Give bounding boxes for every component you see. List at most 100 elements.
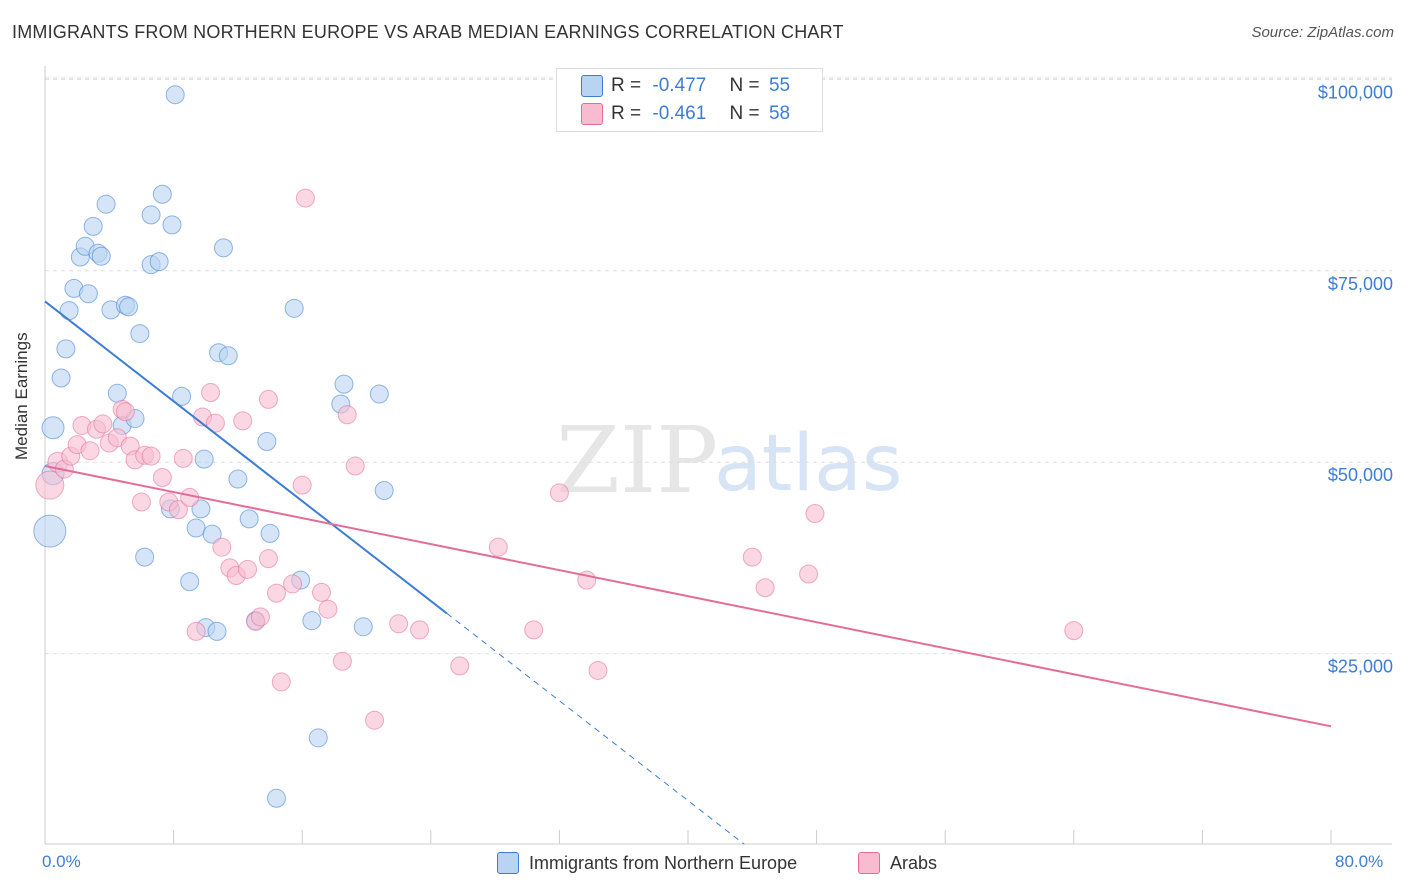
watermark-atlas: atlas bbox=[714, 419, 903, 509]
point-arab bbox=[549, 483, 569, 503]
point-northern-europe bbox=[107, 383, 127, 403]
point-arab bbox=[318, 599, 338, 619]
point-arab bbox=[168, 500, 188, 520]
chart-title: IMMIGRANTS FROM NORTHERN EUROPE VS ARAB … bbox=[12, 22, 844, 42]
point-arab bbox=[488, 537, 508, 557]
point-arab bbox=[365, 710, 385, 730]
point-arab bbox=[186, 621, 206, 641]
point-northern-europe bbox=[202, 524, 222, 544]
point-northern-europe bbox=[119, 297, 139, 317]
point-northern-europe bbox=[308, 728, 328, 748]
point-northern-europe bbox=[374, 481, 394, 501]
point-arab bbox=[1064, 621, 1084, 641]
point-arab bbox=[238, 559, 258, 579]
point-northern-europe bbox=[33, 514, 67, 548]
point-northern-europe bbox=[353, 617, 373, 637]
trendline-northern-europe bbox=[44, 300, 448, 615]
point-northern-europe bbox=[59, 301, 79, 321]
point-arab bbox=[80, 441, 100, 461]
point-arab bbox=[337, 405, 357, 425]
legend-n-value-series1: 55 bbox=[768, 75, 791, 96]
point-arab bbox=[292, 475, 312, 495]
legend-label-northern-europe: Immigrants from Northern Europe bbox=[529, 852, 798, 873]
trendline-northern-europe-extension bbox=[446, 613, 745, 845]
legend-label-arabs: Arabs bbox=[890, 852, 938, 873]
point-arab bbox=[345, 456, 365, 476]
legend-r-value-series2: -0.461 bbox=[652, 103, 707, 124]
x-tick-label-max: 80.0% bbox=[1335, 852, 1384, 871]
point-arab bbox=[152, 468, 172, 488]
legend-swatch-blue bbox=[497, 852, 519, 874]
point-arab bbox=[35, 470, 65, 500]
point-northern-europe bbox=[228, 469, 248, 489]
point-northern-europe bbox=[180, 572, 200, 592]
y-tick-label: $100,000 bbox=[1318, 82, 1393, 102]
legend-r-label: R = bbox=[611, 103, 642, 124]
y-tick-label: $25,000 bbox=[1328, 657, 1393, 677]
source-credit: Source: ZipAtlas.com bbox=[1251, 24, 1394, 41]
point-arab bbox=[205, 413, 225, 433]
point-arab bbox=[311, 582, 331, 602]
point-arab bbox=[131, 492, 151, 512]
point-arab bbox=[799, 564, 819, 584]
point-arab bbox=[266, 583, 286, 603]
point-northern-europe bbox=[78, 284, 98, 304]
point-northern-europe bbox=[172, 386, 192, 406]
x-tick-label-min: 0.0% bbox=[42, 852, 81, 871]
point-northern-europe bbox=[135, 547, 155, 567]
y-tick-label: $75,000 bbox=[1328, 274, 1393, 294]
point-northern-europe bbox=[149, 252, 169, 272]
point-northern-europe bbox=[96, 194, 116, 214]
point-northern-europe bbox=[334, 374, 354, 394]
point-arab bbox=[233, 411, 253, 431]
point-arab bbox=[173, 448, 193, 468]
point-arab bbox=[258, 549, 278, 569]
point-arab bbox=[389, 614, 409, 634]
point-northern-europe bbox=[41, 416, 65, 440]
point-arab bbox=[93, 414, 113, 434]
point-northern-europe bbox=[302, 611, 322, 631]
point-northern-europe bbox=[51, 368, 71, 388]
point-northern-europe bbox=[141, 205, 161, 225]
point-northern-europe bbox=[207, 621, 227, 641]
point-northern-europe bbox=[130, 324, 150, 344]
point-arab bbox=[201, 383, 221, 403]
point-northern-europe bbox=[186, 518, 206, 538]
point-northern-europe bbox=[194, 449, 214, 469]
point-arab bbox=[258, 389, 278, 409]
point-arab bbox=[805, 503, 825, 523]
point-northern-europe bbox=[218, 346, 238, 366]
point-northern-europe bbox=[213, 238, 233, 258]
point-arab bbox=[450, 656, 470, 676]
point-arab bbox=[332, 651, 352, 671]
point-arab bbox=[295, 188, 315, 208]
legend-n-label: N = bbox=[729, 103, 760, 124]
point-northern-europe bbox=[91, 246, 111, 266]
legend-n-value-series2: 58 bbox=[768, 103, 791, 124]
point-arab bbox=[271, 672, 291, 692]
point-arab bbox=[250, 607, 270, 627]
point-arab bbox=[410, 620, 430, 640]
legend-swatch-pink bbox=[858, 852, 880, 874]
point-arab bbox=[524, 620, 544, 640]
point-arab bbox=[742, 547, 762, 567]
legend-item-arabs: Arabs bbox=[858, 852, 937, 874]
point-arab bbox=[283, 574, 303, 594]
legend-r-label: R = bbox=[611, 75, 642, 96]
point-northern-europe bbox=[56, 339, 76, 359]
legend-item-northern-europe: Immigrants from Northern Europe bbox=[497, 852, 797, 874]
point-northern-europe bbox=[369, 384, 389, 404]
point-northern-europe bbox=[165, 85, 185, 105]
trendline-arabs bbox=[44, 465, 1332, 728]
point-northern-europe bbox=[191, 499, 211, 519]
legend-swatch-blue bbox=[581, 75, 603, 97]
point-arab bbox=[141, 446, 161, 466]
y-axis-label: Median Earnings bbox=[12, 332, 31, 460]
point-northern-europe bbox=[260, 523, 280, 543]
point-arab bbox=[588, 660, 608, 680]
point-northern-europe bbox=[266, 788, 286, 808]
point-arab bbox=[212, 537, 232, 557]
point-northern-europe bbox=[257, 432, 277, 452]
point-arab bbox=[115, 402, 135, 422]
